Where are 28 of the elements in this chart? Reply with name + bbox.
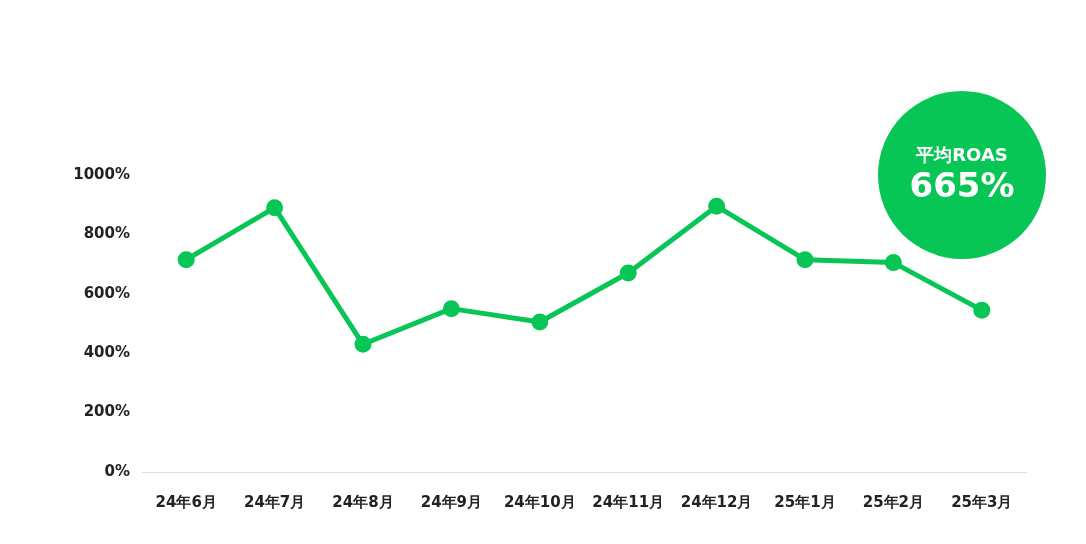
x-tick-label: 24年10月 xyxy=(503,492,576,511)
x-tick-label: 24年12月 xyxy=(680,492,753,511)
point xyxy=(796,251,814,269)
x-tick-label: 24年11月 xyxy=(592,492,665,511)
y-tick-label: 1000% xyxy=(73,164,130,183)
x-tick-label: 25年1月 xyxy=(774,492,836,511)
y-tick-label: 200% xyxy=(83,402,130,421)
annotation: 665% xyxy=(909,164,1015,205)
y-tick-label: 800% xyxy=(83,224,130,243)
y-tick-label: 600% xyxy=(83,283,130,302)
x-tick-label: 25年2月 xyxy=(862,492,925,511)
x-tick-label: 24年7月 xyxy=(243,492,306,511)
y-tick-label: 0% xyxy=(104,461,130,480)
circle-badge: 平均ROAS 665% xyxy=(878,91,1046,259)
point xyxy=(266,199,284,217)
point xyxy=(177,251,195,269)
point xyxy=(442,300,460,318)
x-tick-label: 24年9月 xyxy=(420,492,483,511)
point xyxy=(619,264,637,282)
x-tick-label: 25年3月 xyxy=(951,492,1013,511)
x-tick-label: 24年8月 xyxy=(332,492,394,511)
point xyxy=(531,313,549,331)
point xyxy=(354,335,372,353)
point xyxy=(884,254,902,272)
x-tick-label: 24年6月 xyxy=(155,492,217,511)
y-tick-label: 400% xyxy=(83,343,130,362)
point xyxy=(973,301,991,319)
point xyxy=(708,197,726,215)
